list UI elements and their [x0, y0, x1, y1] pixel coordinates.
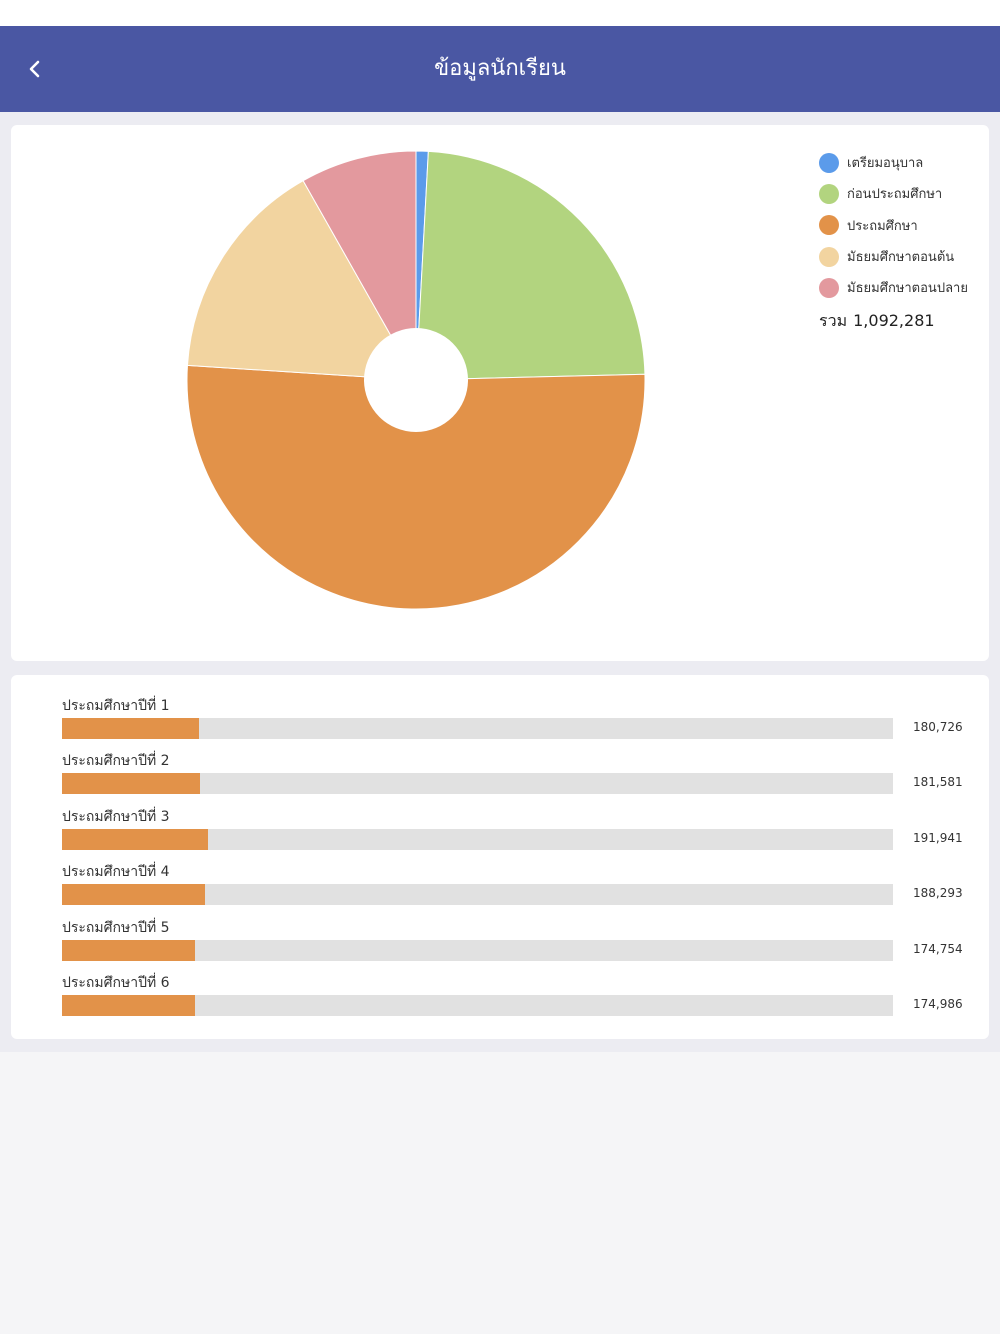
bar-value: 174,754 — [913, 941, 963, 956]
bar-row: ประถมศึกษาปีที่ 3 191,941 — [62, 806, 972, 861]
bar-row: ประถมศึกษาปีที่ 4 188,293 — [62, 861, 972, 916]
pie-slice — [302, 150, 417, 382]
legend-item: เตรียมอนุบาล — [819, 147, 989, 178]
bar-label: ประถมศึกษาปีที่ 4 — [62, 864, 170, 881]
total-value: 1,092,281 — [853, 311, 935, 331]
legend-label: ก่อนประถมศึกษา — [847, 187, 943, 203]
legend-label: เตรียมอนุบาล — [847, 156, 924, 172]
legend-swatch — [819, 183, 839, 204]
pie-slice — [186, 364, 646, 610]
pie-slice — [415, 150, 646, 381]
bar-fill — [62, 718, 200, 739]
legend-item: ก่อนประถมศึกษา — [819, 178, 989, 209]
legend-swatch — [819, 246, 839, 267]
donut-hole — [364, 328, 468, 432]
legend-item: มัธยมศึกษาตอนปลาย — [819, 272, 989, 303]
app-header: ข้อมูลนักเรียน — [0, 26, 1000, 112]
chart-legend: เตรียมอนุบาล ก่อนประถมศึกษา ประถมศึกษา ม… — [819, 147, 989, 334]
bar-fill — [62, 773, 201, 795]
bar-row: ประถมศึกษาปีที่ 5 174,754 — [62, 917, 972, 972]
bar-track — [62, 939, 893, 961]
legend-swatch — [819, 277, 839, 298]
bar-track — [62, 884, 893, 906]
bar-label: ประถมศึกษาปีที่ 1 — [62, 698, 170, 714]
legend-item: มัธยมศึกษาตอนต้น — [819, 241, 989, 272]
bar-value: 174,986 — [913, 997, 963, 1011]
bar-row: ประถมศึกษาปีที่ 1 180,726 — [62, 695, 972, 750]
bar-label: ประถมศึกษาปีที่ 3 — [62, 808, 170, 825]
legend-label: มัธยมศึกษาตอนต้น — [847, 250, 955, 266]
page-title: ข้อมูลนักเรียน — [434, 56, 566, 81]
bar-value: 180,726 — [913, 720, 963, 734]
bar-fill — [62, 828, 209, 850]
total-summary: รวม 1,092,281 — [819, 309, 989, 334]
legend-label: ประถมศึกษา — [847, 218, 918, 234]
bar-track — [62, 773, 893, 795]
bar-label: ประถมศึกษาปีที่ 2 — [62, 753, 170, 770]
pie-chart — [186, 150, 646, 610]
back-button[interactable] — [14, 48, 56, 90]
bar-row: ประถมศึกษาปีที่ 6 174,986 — [62, 972, 972, 1027]
grade-bars-card: ประถมศึกษาปีที่ 1 180,726 ประถมศึกษาปีที… — [11, 675, 989, 1039]
bar-value: 181,581 — [913, 775, 963, 790]
bar-value: 191,941 — [913, 830, 963, 845]
legend-swatch — [819, 152, 839, 173]
legend-item: ประถมศึกษา — [819, 210, 989, 241]
legend-label: มัธยมศึกษาตอนปลาย — [847, 281, 968, 297]
total-label: รวม — [819, 311, 848, 331]
pie-slice — [186, 180, 417, 381]
bar-fill — [62, 939, 195, 961]
bar-label: ประถมศึกษาปีที่ 5 — [62, 919, 170, 936]
bar-fill — [62, 884, 206, 906]
pie-chart-card: เตรียมอนุบาล ก่อนประถมศึกษา ประถมศึกษา ม… — [11, 125, 989, 661]
bar-track — [62, 718, 893, 739]
bar-track — [62, 828, 893, 850]
chevron-left-icon — [29, 60, 40, 78]
bar-value: 188,293 — [913, 886, 963, 901]
status-bar — [0, 0, 1000, 26]
bar-track — [62, 995, 893, 1016]
bar-fill — [62, 995, 196, 1016]
bar-label: ประถมศึกษาปีที่ 6 — [62, 975, 170, 991]
bar-row: ประถมศึกษาปีที่ 2 181,581 — [62, 750, 972, 805]
legend-swatch — [819, 215, 839, 236]
